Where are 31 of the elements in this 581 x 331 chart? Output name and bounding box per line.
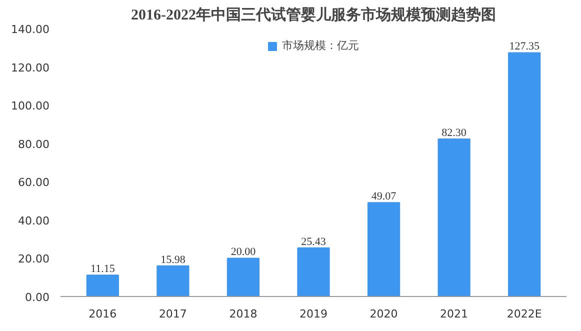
- y-tick-label: 100.00: [11, 100, 50, 113]
- data-label: 127.35: [509, 40, 540, 53]
- x-tick-label: 2020: [370, 308, 398, 320]
- data-label: 20.00: [230, 246, 256, 258]
- bar: [86, 274, 119, 296]
- x-tick-label: 2017: [158, 308, 187, 320]
- legend-label: 市场规模：亿元: [282, 38, 359, 53]
- data-label: 15.98: [160, 254, 186, 266]
- y-tick-label: 140.00: [11, 23, 50, 36]
- x-tick-label: 2022E: [506, 308, 542, 320]
- bar: [438, 138, 470, 296]
- data-label: 49.07: [371, 190, 397, 203]
- x-tick-label: 2019: [300, 308, 328, 320]
- x-tick-label: 2021: [440, 308, 468, 320]
- chart-title: 2016-2022年中国三代试管婴儿服务市场规模预测趋势图: [131, 6, 496, 24]
- y-tick-label: 80.00: [18, 138, 50, 151]
- y-tick-label: 40.00: [18, 214, 50, 228]
- bar: [367, 202, 400, 296]
- x-tick-label: 2016: [88, 308, 117, 320]
- y-tick-label: 120.00: [11, 61, 50, 74]
- bar: [508, 52, 541, 296]
- bar: [226, 258, 260, 296]
- data-label: 11.15: [90, 263, 116, 276]
- data-label: 25.43: [301, 236, 326, 248]
- y-tick-label: 20.00: [18, 252, 50, 266]
- data-label: 82.30: [442, 126, 467, 139]
- y-tick-label: 0.00: [25, 291, 50, 304]
- y-tick-label: 60.00: [18, 176, 50, 190]
- bar: [156, 265, 190, 296]
- bar: [297, 247, 330, 296]
- x-tick-label: 2018: [229, 308, 258, 320]
